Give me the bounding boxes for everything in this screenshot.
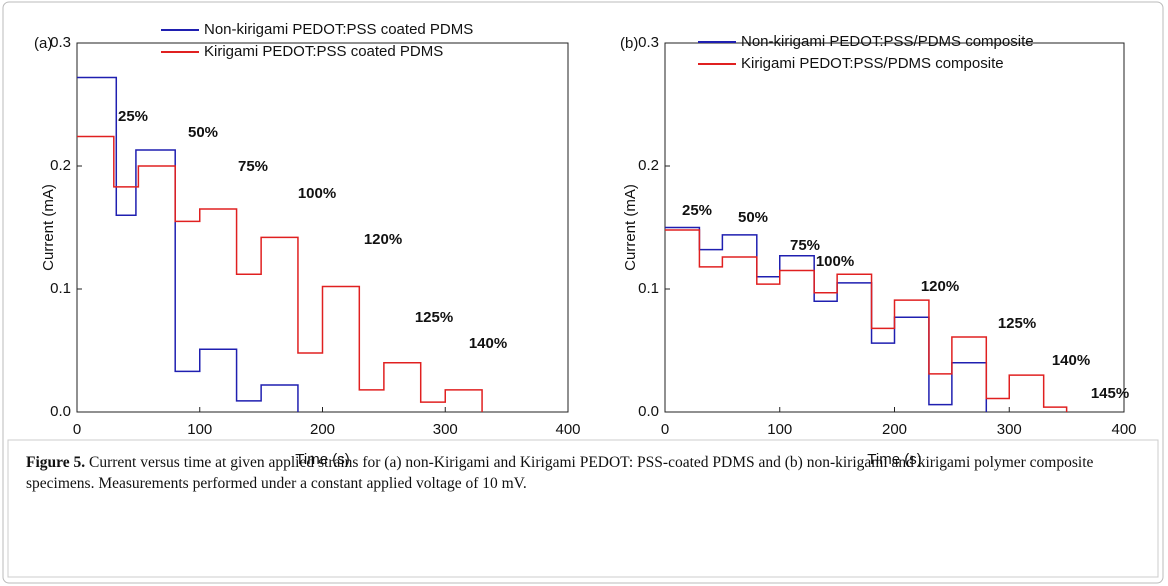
strain-label: 25% [682, 202, 712, 219]
plot-frame [76, 42, 569, 413]
caption-text: Current versus time at given applied str… [26, 454, 1094, 492]
y-tick-label: 0.3 [638, 34, 659, 51]
y-tick-label: 0.3 [50, 34, 71, 51]
y-tick-label: 0.2 [50, 157, 71, 174]
x-tick-label: 100 [767, 421, 792, 438]
strain-label: 100% [816, 253, 854, 270]
strain-label: 125% [415, 309, 453, 326]
x-tick-label: 0 [661, 421, 669, 438]
strain-label: 75% [238, 158, 268, 175]
caption-box [7, 439, 1159, 578]
strain-label: 120% [364, 231, 402, 248]
caption: Figure 5. Current versus time at given a… [26, 452, 1136, 494]
strain-label: 125% [998, 315, 1036, 332]
series-line [77, 135, 483, 412]
legend-label: Non-kirigami PEDOT:PSS/PDMS composite [741, 33, 1034, 50]
legend-label: Kirigami PEDOT:PSS coated PDMS [204, 43, 443, 60]
caption-label: Figure 5. [26, 454, 86, 471]
panel-label: (a) [34, 35, 52, 52]
x-tick-label: 100 [187, 421, 212, 438]
y-axis-label: Current (mA) [622, 184, 639, 271]
y-axis-label: Current (mA) [40, 184, 57, 271]
legend-label: Kirigami PEDOT:PSS/PDMS composite [741, 55, 1004, 72]
strain-label: 140% [469, 335, 507, 352]
x-tick-label: 300 [433, 421, 458, 438]
strain-label: 50% [188, 124, 218, 141]
y-tick-label: 0.1 [50, 280, 71, 297]
strain-label: 120% [921, 278, 959, 295]
x-tick-label: 200 [882, 421, 907, 438]
strain-label: 100% [298, 185, 336, 202]
strain-label: 25% [118, 108, 148, 125]
x-tick-label: 200 [310, 421, 335, 438]
strain-label: 145% [1091, 385, 1129, 402]
strain-label: 140% [1052, 352, 1090, 369]
series-line [665, 226, 988, 412]
x-axis-label: Time (s) [295, 451, 349, 468]
x-axis-label: Time (s) [867, 451, 921, 468]
y-tick-label: 0.1 [638, 280, 659, 297]
y-tick-label: 0.2 [638, 157, 659, 174]
strain-label: 75% [790, 237, 820, 254]
strain-label: 50% [738, 209, 768, 226]
x-tick-label: 300 [997, 421, 1022, 438]
x-tick-label: 400 [555, 421, 580, 438]
panel-label: (b) [620, 35, 638, 52]
y-tick-label: 0.0 [50, 403, 71, 420]
x-tick-label: 0 [73, 421, 81, 438]
y-tick-label: 0.0 [638, 403, 659, 420]
legend-label: Non-kirigami PEDOT:PSS coated PDMS [204, 21, 473, 38]
x-tick-label: 400 [1111, 421, 1136, 438]
series-line [77, 76, 299, 412]
series-line [665, 229, 1068, 412]
